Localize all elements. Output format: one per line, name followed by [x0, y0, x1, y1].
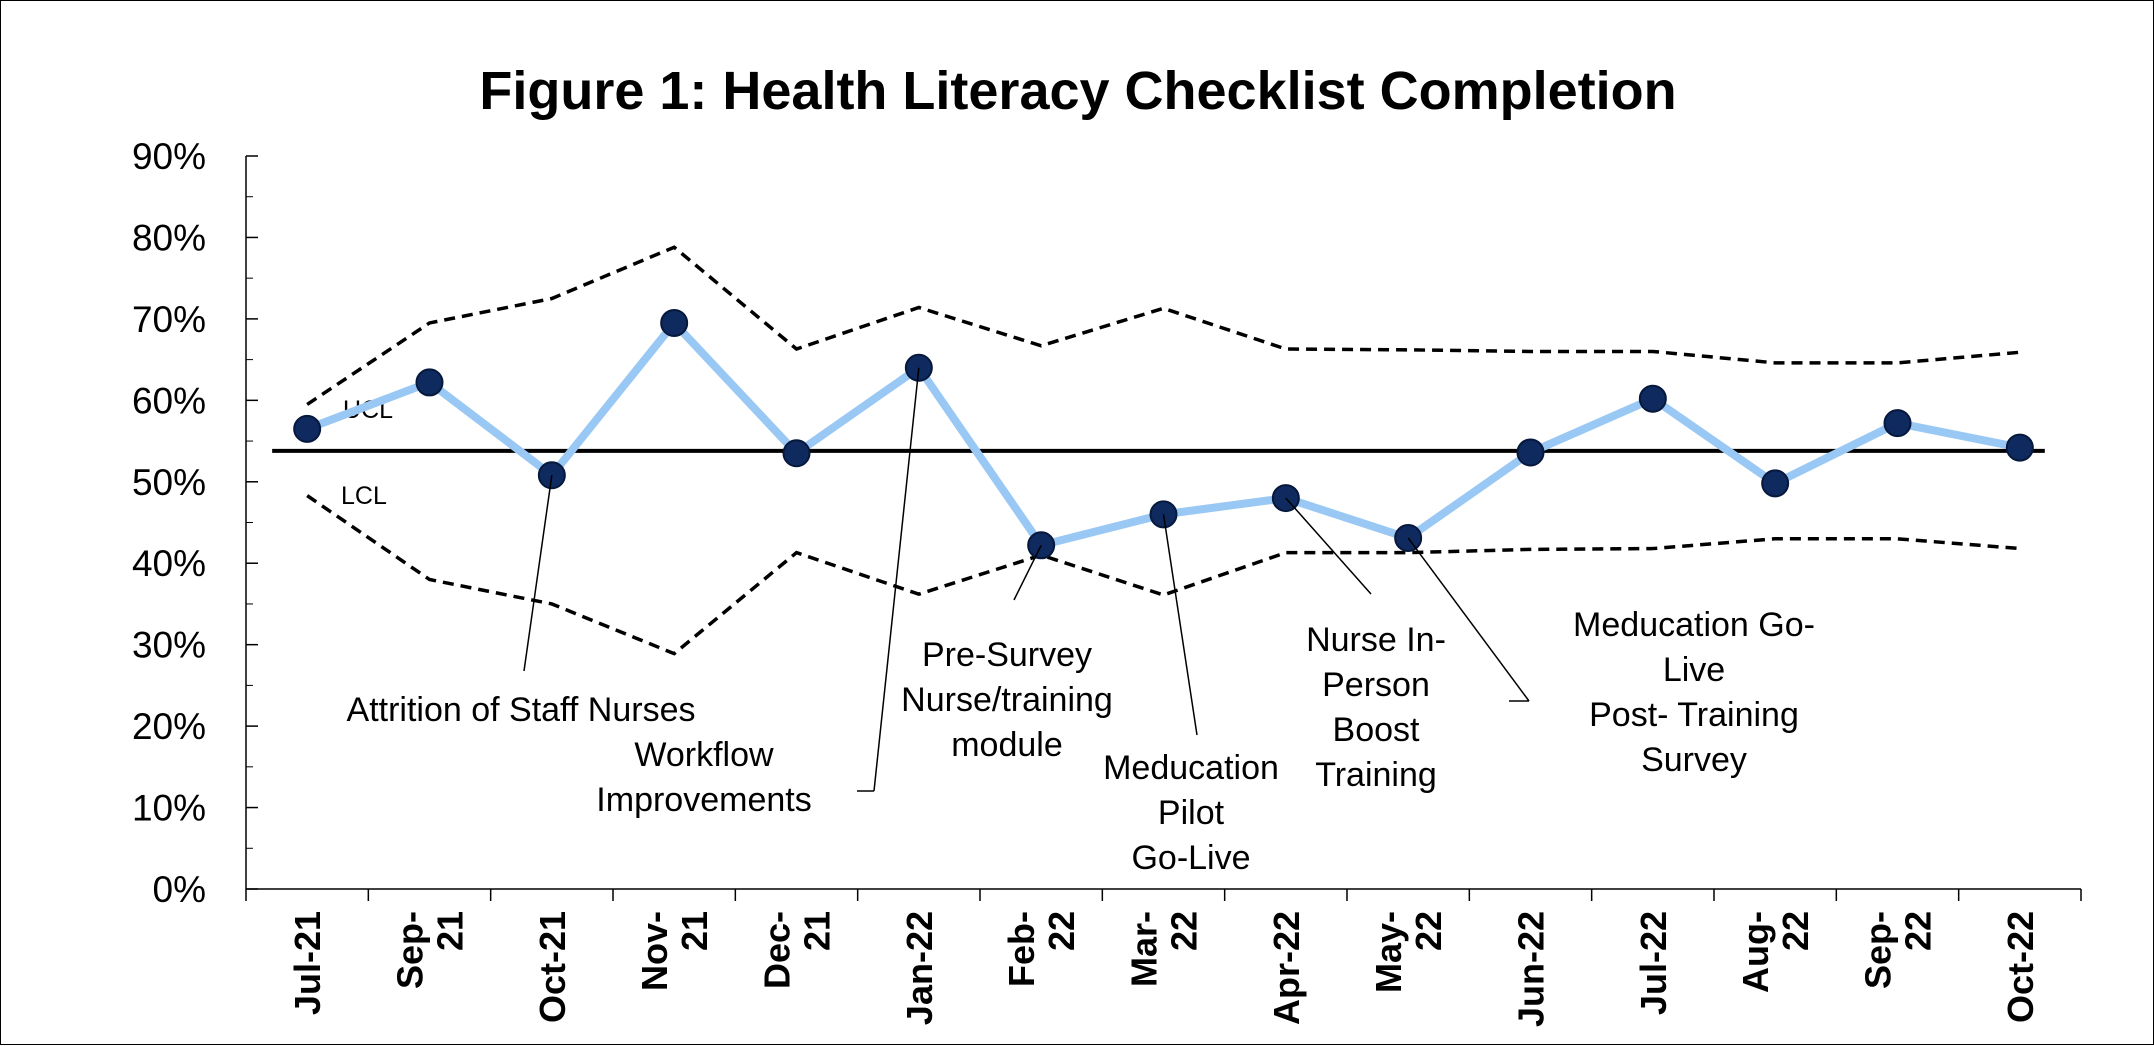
x-tick-label: Aug- 22	[1735, 911, 1816, 993]
annotation-text: Improvements	[596, 781, 811, 819]
x-tick-label: Oct-21	[532, 911, 573, 1023]
annotation-leader	[1162, 514, 1198, 736]
x-tick-label: Jul-21	[287, 911, 328, 1015]
annotation-text: Meducation	[1103, 749, 1279, 787]
data-point	[2005, 433, 2034, 462]
x-tick-label-line: Sep-	[1858, 911, 1899, 989]
x-tick-label-line: Sep-	[390, 911, 431, 989]
lcl-label: LCL	[341, 482, 387, 510]
data-point	[1638, 384, 1667, 413]
x-tick-label-line: Feb-	[1001, 911, 1042, 987]
y-tick-label: 80%	[132, 217, 206, 258]
y-tick-label: 0%	[153, 869, 206, 910]
annotation-text: Go-Live	[1131, 839, 1250, 877]
series-group	[293, 308, 2034, 560]
x-tick-label: May- 22	[1368, 911, 1449, 993]
x-tick-label-line: 22	[1408, 911, 1449, 951]
data-point	[1761, 469, 1790, 498]
x-tick-label-line: Aug-	[1735, 911, 1776, 993]
x-tick-label: Nov- 21	[634, 911, 715, 991]
x-tick-label: Feb- 22	[1001, 911, 1082, 987]
x-tick-label-line: Dec-	[757, 911, 798, 989]
x-tick-label-line: Nov-	[634, 911, 675, 991]
x-tick-label: Oct-22	[2000, 911, 2041, 1023]
x-tick-label: Jan-22	[899, 911, 940, 1025]
x-tick-label-line: 22	[1041, 911, 1082, 951]
x-tick-label-line: Jul-21	[287, 911, 328, 1015]
annotation-leader	[1013, 544, 1042, 601]
x-tick-label: Jun-22	[1511, 911, 1552, 1027]
y-tick-label: 70%	[132, 299, 206, 340]
x-tick-label-line: 22	[1775, 911, 1816, 951]
annotation-text: module	[951, 726, 1063, 764]
data-point	[1516, 438, 1545, 467]
y-tick-label: 40%	[132, 543, 206, 584]
annotation-text: Meducation Go-	[1573, 606, 1815, 644]
x-tick-label-line: Apr-22	[1266, 911, 1307, 1025]
x-tick-label-line: Jan-22	[899, 911, 940, 1025]
x-tick-label-line: Oct-21	[532, 911, 573, 1023]
axes: 0%10%20%30%40%50%60%70%80%90%Jul-21 Sep- 2…	[132, 136, 2082, 1027]
x-tick-label-line: 21	[797, 911, 838, 951]
annotation-text: Post- Training	[1589, 696, 1799, 734]
x-tick-label: Apr-22	[1266, 911, 1307, 1025]
annotation-text: Workflow	[634, 736, 774, 774]
ucl-line	[306, 245, 2020, 406]
annotation-leader	[1407, 537, 1530, 702]
x-tick-label-line: Jun-22	[1511, 911, 1552, 1027]
data-point	[1883, 409, 1912, 438]
x-tick-label: Sep- 22	[1858, 911, 1939, 989]
y-tick-label: 90%	[132, 136, 206, 177]
annotation-text: Survey	[1641, 741, 1747, 779]
y-tick-label: 60%	[132, 380, 206, 421]
chart-title: Figure 1: Health Literacy Checklist Comp…	[479, 61, 1676, 121]
annotation-text: Nurse/training	[901, 681, 1113, 719]
annotation-text: Attrition of Staff Nurses	[347, 691, 696, 729]
x-tick-label-line: May-	[1368, 911, 1409, 993]
x-tick-label-line: Oct-22	[2000, 911, 2041, 1023]
annotation-leader	[873, 367, 920, 792]
annotation-text: Person	[1322, 666, 1430, 704]
y-tick-label: 10%	[132, 788, 206, 829]
x-tick-label: Sep- 21	[390, 911, 471, 989]
annotation-text: Live	[1663, 651, 1725, 689]
annotation-text: Pilot	[1158, 794, 1225, 832]
x-tick-label: Dec- 21	[757, 911, 838, 989]
x-tick-label: Mar- 22	[1124, 911, 1205, 987]
data-point	[782, 439, 811, 468]
x-tick-label: Jul-22	[1633, 911, 1674, 1015]
x-tick-label-line: 21	[430, 911, 471, 951]
annotation-text: Pre-Survey	[922, 636, 1092, 674]
annotations: Attrition of Staff Nurses Workflow Improve…	[347, 367, 1815, 877]
data-point	[415, 368, 444, 397]
x-tick-label-line: Mar-	[1124, 911, 1165, 987]
annotation-text: Training	[1315, 756, 1437, 794]
x-tick-label-line: 21	[674, 911, 715, 951]
x-tick-label-line: 22	[1164, 911, 1205, 951]
data-point	[660, 308, 689, 337]
annotation-leader	[1285, 497, 1372, 595]
y-tick-label: 20%	[132, 706, 206, 747]
y-tick-label: 30%	[132, 625, 206, 666]
annotation-text: Nurse In-	[1306, 621, 1446, 659]
x-tick-label-line: Jul-22	[1633, 911, 1674, 1015]
annotation-leader	[523, 475, 553, 672]
x-tick-label-line: 22	[1898, 911, 1939, 951]
y-tick-label: 50%	[132, 462, 206, 503]
annotation-text: Boost	[1333, 711, 1420, 749]
data-point	[293, 414, 322, 443]
